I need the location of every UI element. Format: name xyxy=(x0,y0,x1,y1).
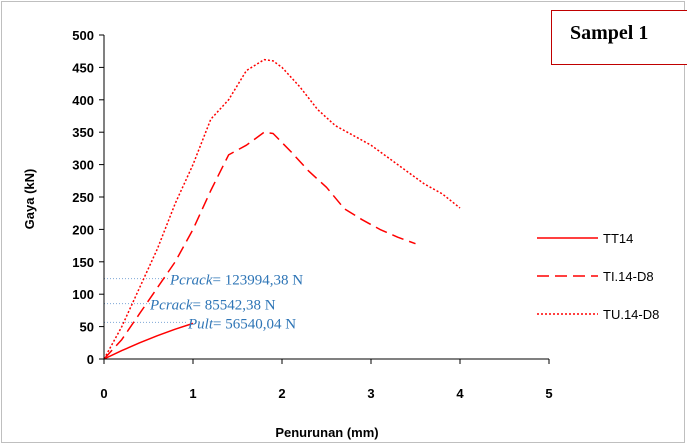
series-layer xyxy=(103,58,461,360)
annotation-label: Pcrack= 123994,38 N xyxy=(169,273,303,289)
legend: TT14 TI.14-D8 TU.14-D8 xyxy=(537,231,659,322)
y-tick-label: 500 xyxy=(72,28,94,43)
series-line-ti-14-d8 xyxy=(103,131,416,360)
title-box xyxy=(551,10,687,65)
x-tick-label: 1 xyxy=(189,386,196,401)
legend-label: TI.14-D8 xyxy=(603,269,654,284)
x-axis-title: Penurunan (mm) xyxy=(275,425,378,440)
y-tick-label: 450 xyxy=(72,60,94,75)
axes: 0 50 100 150 200 250 300 350 400 450 500 0 1 2 3 4 5 xyxy=(72,28,552,401)
annotation-guides xyxy=(104,278,188,323)
y-tick-label: 250 xyxy=(72,190,94,205)
series-line-tu-14-d8 xyxy=(103,58,461,360)
series-line-tt14 xyxy=(103,322,194,360)
x-tick-label: 4 xyxy=(456,386,464,401)
x-tick-label: 0 xyxy=(100,386,107,401)
annotation-label: Pcrack= 85542,38 N xyxy=(149,298,276,314)
annotation-label: Pult= 56540,04 N xyxy=(187,316,296,332)
y-tick-label: 0 xyxy=(87,352,94,367)
y-axis-title: Gaya (kN) xyxy=(22,169,37,230)
annotations: Pcrack= 123994,38 N Pcrack= 85542,38 N Pul… xyxy=(149,273,303,333)
y-tick-label: 100 xyxy=(72,287,94,302)
legend-label: TU.14-D8 xyxy=(603,307,659,322)
y-tick-label: 300 xyxy=(72,158,94,173)
y-tick-label: 400 xyxy=(72,93,94,108)
x-ticks: 0 1 2 3 4 5 xyxy=(100,359,553,401)
x-tick-label: 3 xyxy=(367,386,374,401)
y-tick-label: 350 xyxy=(72,125,94,140)
y-ticks: 0 50 100 150 200 250 300 350 400 450 500 xyxy=(72,28,104,367)
y-tick-label: 200 xyxy=(72,222,94,237)
x-tick-label: 5 xyxy=(545,386,552,401)
x-tick-label: 2 xyxy=(278,386,285,401)
legend-label: TT14 xyxy=(603,231,633,246)
y-tick-label: 50 xyxy=(80,320,94,335)
chart-title: Sampel 1 xyxy=(570,22,649,44)
y-tick-label: 150 xyxy=(72,255,94,270)
